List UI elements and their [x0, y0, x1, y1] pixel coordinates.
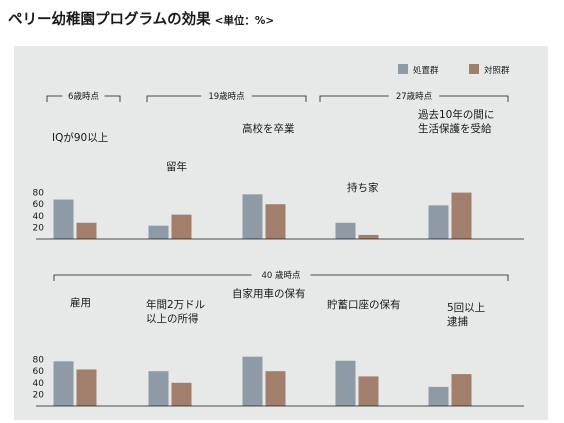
c1-ytick-4: 80: [33, 189, 45, 199]
c1-category-label-3-line-1: 高校を卒業: [242, 122, 295, 135]
c1-bar-treatment-5: [428, 205, 449, 239]
c1-age-label-bg-1: [62, 90, 105, 102]
c1-category-label-1: IQが90以上: [52, 131, 108, 144]
c1-age-label-1: 6歳時点: [68, 91, 99, 102]
c2-bar-treatment-2: [148, 371, 169, 406]
c1-category-label-4: 持ち家: [347, 181, 379, 194]
c1-bar-control-3: [265, 204, 286, 239]
c2-bar-treatment-4: [335, 360, 356, 406]
c2-category-label-5-line-1: 5回以上: [447, 302, 485, 314]
c1-category-label-5-line-2: 生活保護を受給: [418, 122, 492, 135]
c2-ytick-1: 20: [33, 390, 45, 400]
c1-category-label-2: 留年: [166, 160, 187, 173]
c2-bar-control-1: [76, 369, 97, 406]
c2-category-label-3: 自家用車の保有: [232, 287, 306, 300]
c2-ytick-3: 60: [33, 367, 45, 377]
c2-bar-control-4: [358, 376, 379, 406]
c2-bar-control-5: [451, 374, 472, 406]
c2-category-label-5: 5回以上逮捕: [447, 302, 485, 328]
c2-category-label-1-line-1: 雇用: [70, 296, 91, 309]
c2-bar-control-2: [171, 382, 192, 406]
c1-bar-control-1: [76, 222, 97, 239]
c1-age-label-3: 27歳時点: [396, 91, 433, 102]
c1-category-label-1-line-1: IQが90以上: [52, 131, 108, 144]
c2-bar-treatment-3: [242, 356, 263, 406]
c1-category-label-5: 過去10年の間に生活保護を受給: [418, 108, 494, 135]
c1-bar-control-2: [171, 214, 192, 239]
c1-bar-treatment-2: [148, 225, 169, 239]
c2-category-label-2-line-2: 以上の所得: [146, 313, 199, 325]
chart-panel: 処置群 対照群 6歳時点 19歳時点 27歳時点 20 40 60 80 IQが90以上 留年 高校を…: [14, 46, 548, 420]
legend-swatch-2: [469, 64, 479, 74]
c1-bar-treatment-3: [242, 194, 263, 239]
c2-category-label-5-line-2: 逮捕: [447, 315, 468, 328]
chart-title-text: ペリー幼稚園プログラムの効果: [8, 12, 211, 28]
c1-category-label-5-line-1: 過去10年の間に: [418, 108, 494, 121]
c1-age-label-2: 19歳時点: [208, 91, 245, 102]
c1-ytick-3: 60: [33, 200, 45, 210]
c2-category-label-2: 年間2万ドル以上の所得: [146, 298, 205, 325]
c1-ytick-2: 40: [33, 212, 45, 222]
c2-category-label-3-line-1: 自家用車の保有: [232, 287, 306, 300]
c2-bar-treatment-5: [428, 386, 449, 406]
c1-ytick-1: 20: [33, 223, 45, 233]
c2-category-label-1: 雇用: [70, 296, 91, 309]
c1-age-label-bg-3: [388, 90, 440, 102]
c1-category-label-2-line-1: 留年: [166, 160, 187, 173]
c2-ytick-2: 40: [33, 379, 45, 389]
legend-label-1: 処置群: [413, 65, 439, 76]
c1-bar-treatment-4: [335, 222, 356, 239]
c1-bar-control-4: [358, 234, 379, 239]
c1-age-label-bg-2: [201, 90, 252, 102]
c1-category-label-3: 高校を卒業: [242, 122, 295, 135]
c2-age-label-bg-1: [251, 269, 311, 281]
c2-bar-control-3: [265, 371, 286, 406]
c2-bar-treatment-1: [53, 361, 74, 406]
c2-category-label-4: 貯蓄口座の保有: [327, 298, 401, 311]
c2-category-label-4-line-1: 貯蓄口座の保有: [327, 298, 401, 311]
chart-title: ペリー幼稚園プログラムの効果 <単位：%>: [8, 8, 274, 29]
c1-category-label-4-line-1: 持ち家: [347, 181, 379, 194]
c1-bar-control-5: [451, 192, 472, 239]
c1-bar-treatment-1: [53, 199, 74, 239]
legend-swatch-1: [398, 64, 408, 74]
c2-category-label-2-line-1: 年間2万ドル: [146, 298, 205, 311]
legend-label-2: 対照群: [484, 65, 510, 76]
c2-age-label-1: 40 歳時点: [261, 270, 301, 281]
unit-label: <単位：%>: [214, 15, 275, 27]
c2-ytick-4: 80: [33, 356, 45, 366]
